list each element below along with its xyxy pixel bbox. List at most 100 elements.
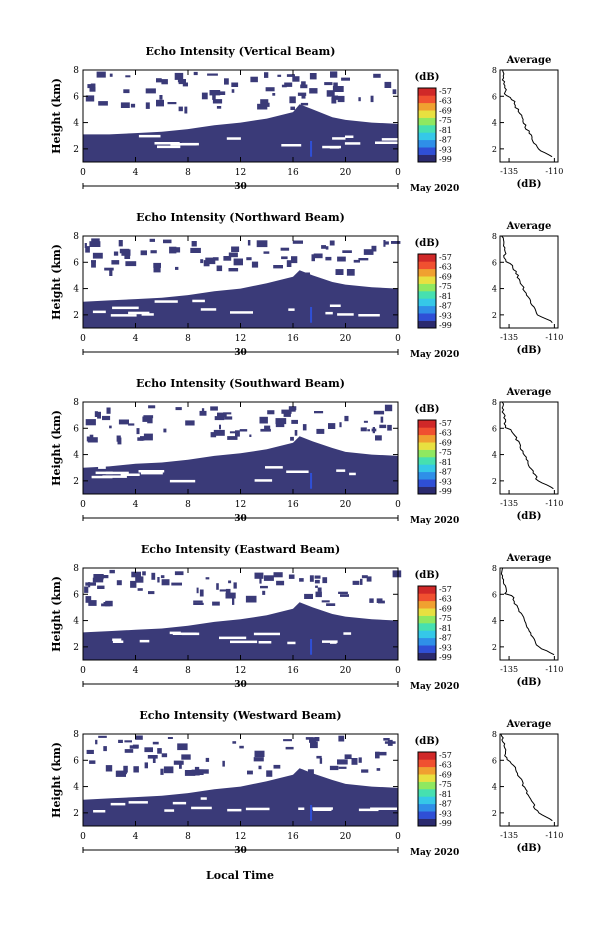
echo-patch [88, 582, 91, 588]
echo-patch [153, 262, 161, 268]
echo-patch [191, 241, 197, 247]
echo-patch [193, 602, 204, 605]
colorbar-unit: (dB) [415, 736, 440, 747]
echo-patch [260, 99, 269, 104]
average-y-tick-label: 8 [492, 66, 497, 75]
echo-patch [316, 428, 325, 434]
date-bar-label: 30 [234, 846, 247, 856]
echo-gap [343, 632, 352, 635]
colorbar-cell [418, 486, 436, 495]
average-frame [499, 401, 559, 495]
average-title: Average [506, 553, 552, 564]
echo-patch [156, 78, 162, 83]
echo-gap [141, 313, 154, 316]
echo-patch [92, 577, 104, 583]
colorbar-tick-label: -87 [439, 468, 452, 477]
colorbar-cell [418, 147, 436, 155]
echo-patch [358, 757, 362, 763]
colorbar-tick-label: -63 [439, 761, 452, 770]
x-tick-label: 0 [395, 832, 401, 842]
echo-patch [289, 96, 296, 104]
panel-title: Echo Intensity (Vertical Beam) [145, 45, 335, 58]
echo-gap [128, 311, 150, 315]
colorbar-frame [417, 585, 437, 661]
echo-gap [253, 632, 280, 636]
echo-patch [288, 574, 295, 579]
colorbar-cell [418, 139, 436, 148]
echo-patch [369, 598, 374, 603]
y-tick-label: 4 [73, 617, 79, 627]
echo-patch [185, 420, 195, 426]
echo-patch [223, 412, 232, 415]
echo-patch [124, 749, 134, 753]
echo-patch [197, 769, 204, 775]
average-x-tick-label: -110 [545, 831, 563, 840]
echo-patch [159, 95, 163, 100]
echo-patch [210, 432, 217, 438]
echo-patch [232, 598, 235, 605]
colorbar-cell [418, 449, 436, 458]
echo-patch [309, 737, 317, 743]
average-title: Average [506, 55, 552, 66]
x-axis-label: Local Time [206, 869, 274, 882]
echo-gap [345, 135, 354, 138]
average-x-label: (dB) [517, 179, 542, 190]
x-tick-label: 12 [235, 500, 246, 510]
echo-patch [272, 93, 276, 96]
average-frame [499, 567, 559, 661]
colorbar-tick-label: -69 [439, 272, 452, 281]
echo-patch [286, 260, 292, 267]
echo-patch [98, 735, 107, 738]
average-frame [499, 733, 559, 827]
echo-patch [353, 259, 360, 263]
x-tick-label: 12 [235, 168, 246, 178]
echo-patch [373, 73, 381, 78]
average-y-tick-label: 4 [492, 285, 497, 294]
echo-patch [338, 766, 347, 769]
echo-patch [291, 419, 298, 424]
echo-patch [387, 424, 392, 431]
echo-patch [331, 97, 337, 104]
echo-patch [116, 435, 121, 442]
average-x-tick-label: -135 [500, 167, 518, 176]
date-bar-label: 30 [234, 348, 247, 358]
echo-patch [232, 741, 237, 744]
echo-gap [192, 299, 205, 303]
colorbar-tick-label: -99 [439, 819, 452, 828]
echo-patch [338, 735, 345, 742]
colorbar-tick-label: -63 [439, 429, 452, 438]
panel-2: Echo Intensity (Northward Beam) 2 4 6 8 Heigh… [50, 211, 563, 360]
echo-patch [263, 251, 270, 254]
echo-gap [93, 810, 106, 813]
x-tick-label: 0 [80, 666, 86, 676]
echo-patch [259, 578, 262, 584]
echo-patch [157, 577, 160, 583]
x-tick-label: 4 [133, 168, 139, 178]
echo-patch [305, 272, 310, 277]
average-x-tick-label: -135 [500, 333, 518, 342]
colorbar-cell [418, 320, 436, 329]
echo-patch [167, 737, 173, 739]
x-tick-label: 16 [287, 334, 299, 344]
echo-patch [156, 99, 164, 107]
colorbar-cell [418, 305, 436, 314]
colorbar-tick-label: -57 [439, 87, 452, 96]
echo-patch [321, 600, 330, 603]
echo-patch [283, 412, 291, 417]
echo-patch [148, 405, 156, 409]
echo-patch [363, 249, 374, 255]
echo-patch [317, 587, 322, 592]
echo-patch [177, 743, 188, 751]
echo-patch [178, 79, 186, 85]
echo-patch [309, 575, 314, 582]
echo-patch [326, 603, 336, 606]
y-axis-label: Height (km) [50, 244, 63, 320]
average-x-tick-label: -110 [545, 499, 563, 508]
echo-gap [329, 304, 341, 307]
echo-patch [200, 259, 204, 264]
echo-gap [325, 311, 333, 315]
echo-patch [136, 428, 140, 435]
echo-gap [157, 145, 181, 149]
echo-gap [110, 802, 126, 806]
